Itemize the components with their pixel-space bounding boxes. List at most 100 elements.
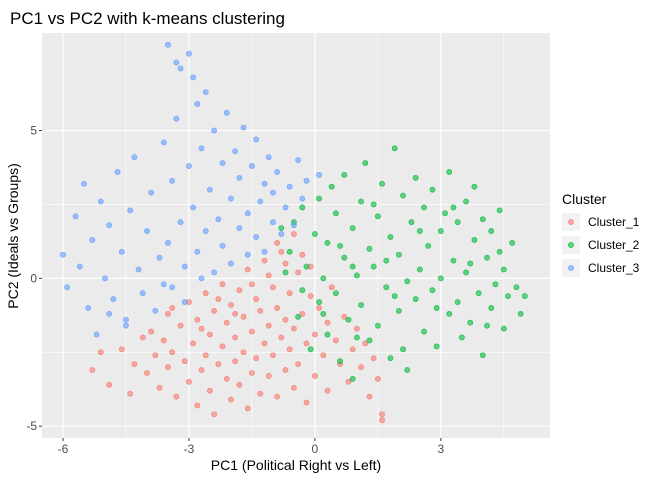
data-point-cluster-3 [270,189,276,196]
data-point-cluster-1 [194,402,201,409]
data-point-cluster-2 [484,322,490,329]
data-point-cluster-3 [240,124,247,131]
data-point-cluster-1 [324,319,331,326]
data-point-cluster-3 [152,307,159,314]
data-point-cluster-3 [261,180,268,187]
data-point-cluster-3 [244,251,251,258]
data-point-cluster-3 [202,89,209,96]
data-point-cluster-3 [123,322,129,329]
data-point-cluster-1 [282,316,289,323]
data-point-cluster-3 [106,310,113,317]
data-point-cluster-2 [429,186,436,193]
y-tick-label: 5 [30,124,37,138]
data-point-cluster-1 [320,352,327,359]
data-point-cluster-3 [253,136,260,143]
data-point-cluster-1 [374,375,381,382]
data-point-cluster-3 [274,169,281,175]
data-point-cluster-2 [437,275,444,282]
data-point-cluster-3 [219,242,226,249]
data-point-cluster-2 [383,257,390,264]
data-point-cluster-1 [249,281,255,288]
data-point-cluster-2 [488,228,495,234]
data-point-cluster-3 [81,180,87,187]
data-point-cluster-3 [123,316,129,323]
legend-label: Cluster_3 [588,261,640,275]
data-point-cluster-2 [362,160,369,166]
data-point-cluster-3 [198,275,205,282]
data-point-cluster-1 [379,417,385,424]
data-point-cluster-2 [446,169,453,175]
data-point-cluster-2 [484,254,490,261]
data-point-cluster-1 [274,305,281,311]
data-point-cluster-2 [299,204,306,211]
data-point-cluster-2 [500,325,507,332]
data-point-cluster-1 [311,331,318,338]
data-point-cluster-1 [89,367,96,373]
data-point-cluster-3 [270,219,276,226]
data-point-cluster-1 [232,358,239,365]
data-point-cluster-3 [215,216,222,223]
data-point-cluster-2 [353,272,360,279]
data-point-cluster-2 [492,281,499,288]
data-point-cluster-1 [257,390,264,397]
data-point-cluster-3 [257,198,264,205]
x-tick-label: 3 [437,442,444,456]
data-point-cluster-2 [286,248,293,255]
data-point-cluster-3 [85,305,92,311]
x-tick-label: -6 [58,442,69,456]
data-point-cluster-2 [479,352,486,359]
data-point-cluster-3 [131,154,138,161]
data-point-cluster-1 [139,334,146,341]
data-point-cluster-2 [324,331,331,338]
data-point-cluster-3 [282,204,289,211]
data-point-cluster-1 [291,384,297,391]
data-point-cluster-2 [337,242,343,249]
data-point-cluster-2 [505,293,511,300]
data-point-cluster-1 [169,305,176,311]
data-point-cluster-3 [173,115,180,122]
data-point-cluster-1 [349,346,356,353]
data-point-cluster-3 [207,186,213,193]
data-point-cluster-1 [307,293,314,300]
data-point-cluster-3 [261,248,268,255]
data-point-cluster-1 [202,290,209,297]
data-point-cluster-1 [282,367,289,373]
data-point-cluster-2 [467,319,474,326]
data-point-cluster-2 [429,287,436,294]
data-points [60,41,528,424]
data-point-cluster-1 [270,352,276,359]
data-point-cluster-2 [379,180,385,187]
data-point-cluster-3 [211,269,218,276]
data-point-cluster-2 [303,263,310,270]
y-axis-ticks: -5 0 5 [26,124,42,433]
data-point-cluster-1 [219,281,226,288]
data-point-cluster-1 [311,373,318,379]
data-point-cluster-3 [198,145,205,152]
data-point-cluster-1 [370,355,377,362]
data-point-cluster-1 [177,322,184,329]
data-point-cluster-3 [249,163,255,169]
data-point-cluster-2 [479,216,486,223]
data-point-cluster-2 [395,307,402,314]
data-point-cluster-3 [223,109,230,116]
data-point-cluster-3 [202,228,209,234]
data-point-cluster-1 [215,361,222,367]
data-point-cluster-1 [261,257,268,264]
data-point-cluster-2 [387,234,394,240]
data-point-cluster-1 [270,284,276,291]
legend-label: Cluster_2 [588,238,640,252]
data-point-cluster-2 [433,305,440,311]
data-point-cluster-1 [249,328,255,335]
data-point-cluster-2 [316,195,322,202]
legend-key-marker [568,242,574,248]
data-point-cluster-2 [316,299,322,305]
data-point-cluster-2 [349,375,356,382]
data-point-cluster-2 [500,266,507,273]
data-point-cluster-2 [496,207,503,214]
data-point-cluster-3 [295,157,301,164]
data-point-cluster-1 [261,340,268,347]
data-point-cluster-3 [118,248,125,255]
data-point-cluster-3 [286,183,293,190]
data-point-cluster-1 [198,325,205,332]
